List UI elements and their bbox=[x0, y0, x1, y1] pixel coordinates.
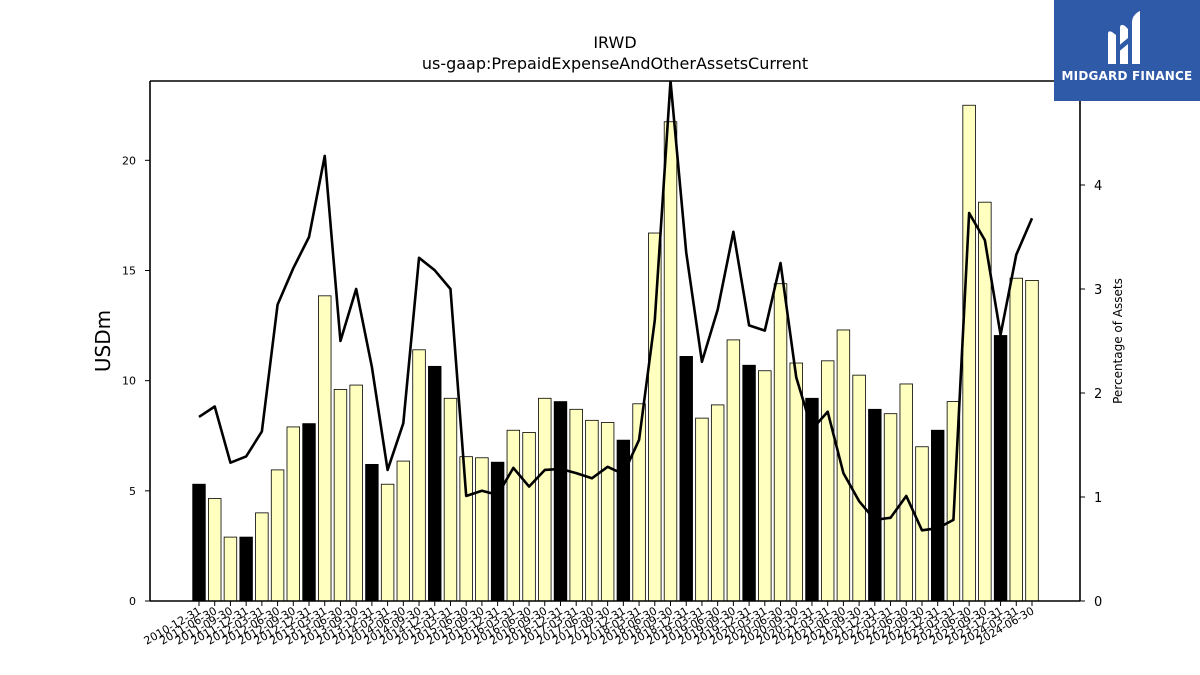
bar bbox=[506, 429, 521, 602]
bar bbox=[255, 512, 269, 602]
y-tick-label: 20 bbox=[122, 154, 136, 167]
y-axis-ticks: 0 5 10 15 20 bbox=[122, 154, 150, 608]
bar bbox=[679, 356, 693, 602]
bar bbox=[868, 408, 882, 602]
bar bbox=[773, 283, 788, 602]
bar bbox=[899, 383, 913, 602]
bar bbox=[585, 419, 599, 602]
bar bbox=[553, 401, 568, 602]
percentage-line-series bbox=[198, 81, 1034, 532]
bar bbox=[349, 384, 363, 602]
bar bbox=[333, 389, 348, 602]
bar bbox=[931, 429, 945, 602]
bar bbox=[412, 349, 426, 602]
y2-axis-ticks: 0 1 2 3 4 bbox=[1080, 179, 1102, 610]
y-tick-label: 15 bbox=[122, 264, 136, 277]
y2-tick-label: 4 bbox=[1094, 179, 1102, 194]
bar bbox=[443, 397, 458, 602]
bar bbox=[836, 329, 851, 602]
bar bbox=[883, 413, 898, 602]
bar bbox=[270, 469, 285, 602]
y-tick-label: 5 bbox=[129, 485, 136, 498]
bar bbox=[1009, 277, 1023, 602]
bar bbox=[758, 370, 772, 602]
bar bbox=[538, 397, 552, 602]
bar bbox=[648, 232, 662, 602]
chart-subtitle: us-gaap:PrepaidExpenseAndOtherAssetsCurr… bbox=[421, 54, 809, 73]
y2-axis-label: Percentage of Assets bbox=[1111, 278, 1125, 404]
brand-logo: MIDGARD FINANCE bbox=[1054, 0, 1200, 101]
bar bbox=[522, 432, 536, 602]
bar bbox=[459, 456, 473, 602]
bar bbox=[569, 408, 583, 602]
bar bbox=[710, 404, 725, 602]
chart-title: IRWD bbox=[593, 33, 637, 52]
bar bbox=[1025, 280, 1039, 602]
y2-tick-label: 3 bbox=[1094, 283, 1102, 298]
bar bbox=[820, 360, 835, 602]
bar bbox=[396, 460, 411, 602]
bar bbox=[475, 457, 489, 602]
bar bbox=[915, 446, 929, 602]
logo-text: MIDGARD FINANCE bbox=[1061, 69, 1193, 83]
bar bbox=[962, 104, 976, 602]
axes bbox=[149, 80, 1081, 602]
bar bbox=[490, 461, 505, 602]
bar bbox=[239, 536, 253, 602]
bar bbox=[726, 339, 741, 602]
y-tick-label: 10 bbox=[122, 375, 136, 388]
y-axis-label: USDm bbox=[91, 310, 115, 372]
bar bbox=[318, 295, 332, 602]
bar bbox=[208, 498, 222, 602]
bar bbox=[380, 483, 395, 602]
bar bbox=[695, 417, 709, 602]
bar bbox=[428, 365, 442, 602]
y2-tick-label: 2 bbox=[1094, 387, 1102, 402]
bar bbox=[993, 335, 1008, 602]
bar bbox=[302, 423, 316, 602]
y2-tick-label: 0 bbox=[1094, 595, 1102, 610]
bar bbox=[286, 426, 301, 602]
bar bbox=[365, 463, 379, 602]
y2-tick-label: 1 bbox=[1094, 491, 1102, 506]
bar bbox=[192, 483, 206, 602]
bar bbox=[789, 362, 803, 602]
bar bbox=[600, 422, 615, 602]
bar bbox=[663, 121, 678, 602]
bar bbox=[223, 536, 238, 602]
x-axis-ticks: 2010-12-312011-06-302011-09-302011-12-31… bbox=[142, 601, 1037, 648]
chart-title-block: IRWD us-gaap:PrepaidExpenseAndOtherAsset… bbox=[0, 32, 1200, 74]
percentage-line bbox=[198, 81, 1034, 532]
bar bbox=[742, 364, 756, 602]
y-tick-label: 0 bbox=[129, 595, 136, 608]
bar bbox=[852, 374, 866, 602]
logo-mark-icon bbox=[1108, 11, 1140, 64]
